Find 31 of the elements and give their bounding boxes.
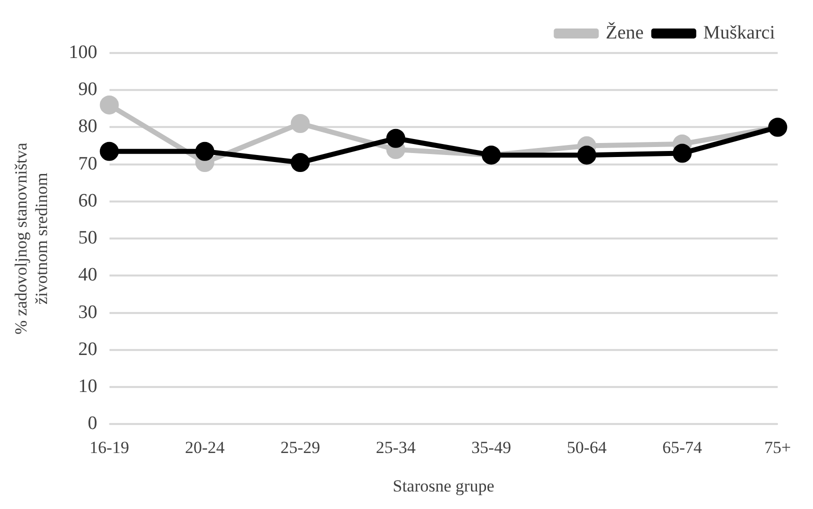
y-tick-label: 30 [78,302,98,323]
y-tick-label: 50 [78,228,98,249]
x-tick-label: 16-19 [89,438,130,457]
x-axis-title: Starosne grupe [392,476,494,496]
x-tick-label: 75+ [764,438,792,457]
x-tick-label: 20-24 [184,438,226,457]
point [290,114,310,134]
x-tick-label: 65-74 [662,438,703,457]
point [672,144,692,163]
point [290,153,310,172]
y-tick-label: 100 [68,42,98,63]
point [100,95,119,114]
x-tick-label: 35-49 [471,438,512,457]
y-tick-label: 0 [88,413,98,434]
y-tick-label: 70 [78,153,98,174]
y-tick-label: 40 [78,264,98,286]
legend-label: Žene [606,21,644,44]
x-tick-label: 25-34 [376,438,416,457]
y-axis-title: % zadovoljnog stanovništva životnom sredinom [12,142,52,334]
point [195,142,214,161]
point [100,142,119,161]
y-tick-label: 20 [78,338,98,360]
point [386,128,406,148]
y-tick-label: 10 [78,376,98,398]
y-tick-label: 80 [78,116,98,138]
x-tick-label: 50-64 [566,438,608,457]
legend-label: Muškarci [703,22,776,44]
x-tick-label: 25-29 [280,438,320,457]
point [577,146,596,165]
y-tick-label: 90 [78,79,98,100]
y-tick-label: 60 [78,190,98,212]
